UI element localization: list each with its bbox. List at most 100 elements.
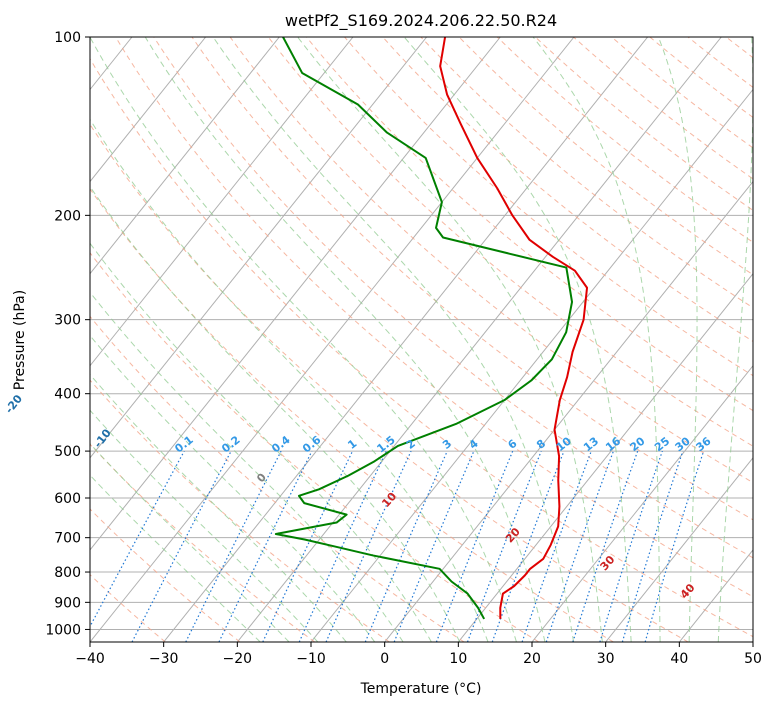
dry-adiabat-line bbox=[90, 315, 465, 642]
mixing-ratio-line bbox=[644, 450, 705, 642]
mixing-ratio-line bbox=[393, 450, 475, 642]
dry-adiabat-line bbox=[90, 57, 753, 638]
dry-adiabat-line bbox=[344, 37, 753, 377]
dry-adiabat-line bbox=[496, 37, 753, 243]
mixing-ratio-label: 4 bbox=[467, 437, 481, 452]
isotherm-line bbox=[457, 272, 753, 642]
moist-adiabat-line bbox=[532, 37, 661, 642]
mixing-ratio-label: 0.4 bbox=[269, 433, 293, 455]
mixing-ratio-line bbox=[364, 450, 448, 642]
dry-adiabat-line bbox=[267, 37, 753, 447]
mixing-ratio-label: 1 bbox=[345, 437, 359, 452]
moist-adiabat-line bbox=[658, 37, 698, 642]
x-tick-label: 30 bbox=[597, 651, 615, 667]
chart-title: wetPf2_S169.2024.206.22.50.R24 bbox=[285, 11, 557, 31]
isotherm-line bbox=[310, 88, 753, 642]
mixing-ratio-line bbox=[90, 450, 185, 628]
isotherm-line bbox=[678, 549, 753, 642]
x-tick-label: 50 bbox=[744, 651, 762, 667]
x-tick-label: −10 bbox=[296, 651, 326, 667]
isotherm-line bbox=[90, 37, 354, 367]
dry-adiabat-line bbox=[90, 379, 390, 642]
isotherm-line bbox=[752, 641, 753, 642]
mixing-ratio-line bbox=[131, 450, 232, 642]
mixing-ratio-line bbox=[325, 450, 412, 642]
mixing-ratio-label: 0.2 bbox=[219, 433, 242, 455]
y-tick-label: 1000 bbox=[45, 622, 81, 638]
dry-adiabat-line bbox=[458, 37, 753, 276]
dry-adiabat-line bbox=[90, 443, 315, 642]
dry-adiabat-line bbox=[535, 37, 753, 211]
x-tick-label: 0 bbox=[380, 651, 389, 667]
dry-adiabat-label: -10 bbox=[91, 426, 114, 450]
temperature-line bbox=[439, 37, 589, 619]
dewpoint-line bbox=[274, 37, 574, 620]
mixing-ratio-label: 8 bbox=[534, 437, 548, 452]
dry-adiabat-line bbox=[420, 37, 753, 309]
x-tick-label: 10 bbox=[449, 651, 467, 667]
dry-adiabat-line bbox=[611, 37, 753, 149]
mixing-ratio-line bbox=[521, 450, 592, 642]
x-axis: −40 −30 −20 −10 0 10 20 30 40 50 bbox=[75, 642, 762, 667]
moist-adiabat-line bbox=[90, 373, 347, 642]
moist-adiabat-label: 40 bbox=[678, 581, 698, 601]
mixing-ratio-line bbox=[572, 450, 639, 642]
plot-frame bbox=[89, 36, 754, 643]
isotherm-line bbox=[90, 37, 501, 551]
y-tick-label: 600 bbox=[54, 491, 81, 507]
dry-adiabat-label: -20 bbox=[3, 392, 26, 416]
isotherm-line bbox=[163, 37, 649, 642]
moist-adiabat-label: 20 bbox=[503, 525, 523, 545]
y-tick-label: 800 bbox=[54, 565, 81, 581]
data-lines bbox=[274, 37, 589, 620]
isotherm-line bbox=[90, 37, 575, 642]
plot-area: 0.10.20.40.611.52346810131620253036-100-… bbox=[0, 36, 754, 643]
moist-adiabat-line bbox=[90, 334, 376, 642]
mixing-ratio-label: 0.1 bbox=[172, 433, 195, 455]
mixing-ratio-label: 1.5 bbox=[374, 433, 397, 455]
y-tick-label: 300 bbox=[54, 313, 81, 329]
mixing-ratio-line bbox=[545, 450, 614, 642]
mixing-ratio-line bbox=[298, 450, 387, 642]
moist-adiabat-line bbox=[90, 291, 404, 642]
mixing-ratio-label: 0.6 bbox=[300, 433, 324, 455]
background-labels: 0.10.20.40.611.52346810131620253036-100-… bbox=[3, 392, 714, 601]
mixing-ratio-line bbox=[218, 450, 313, 642]
x-tick-label: −40 bbox=[75, 651, 105, 667]
dry-adiabat-line bbox=[229, 37, 753, 484]
mixing-ratio-line bbox=[621, 450, 684, 642]
y-tick-label: 900 bbox=[54, 595, 81, 611]
moist-adiabat-line bbox=[297, 37, 603, 642]
moist-adiabat-label: 10 bbox=[379, 490, 399, 510]
mixing-ratio-line bbox=[491, 450, 565, 642]
isotherm-line bbox=[384, 180, 753, 642]
y-tick-label: 100 bbox=[54, 30, 81, 46]
isotherm-line bbox=[605, 457, 753, 642]
x-tick-label: −30 bbox=[149, 651, 179, 667]
y-tick-label: 500 bbox=[54, 444, 81, 460]
y-tick-label: 200 bbox=[54, 208, 81, 224]
dry-adiabat-line bbox=[191, 37, 753, 521]
x-tick-label: 20 bbox=[523, 651, 541, 667]
y-tick-label: 400 bbox=[54, 387, 81, 403]
background-lines bbox=[0, 37, 753, 642]
dry-adiabat-line bbox=[649, 37, 753, 119]
moist-adiabat-line bbox=[90, 242, 432, 642]
dry-adiabat-line bbox=[382, 37, 753, 342]
isotherm-line bbox=[90, 37, 428, 459]
isotherm-line bbox=[0, 37, 58, 642]
dry-adiabat-line bbox=[90, 508, 241, 642]
dry-adiabat-line bbox=[573, 37, 753, 180]
moist-adiabat-line bbox=[144, 37, 546, 642]
dry-adiabat-line bbox=[90, 123, 689, 642]
dry-adiabat-line bbox=[725, 37, 753, 59]
y-axis-label: Pressure (hPa) bbox=[12, 290, 28, 390]
dry-adiabat-line bbox=[153, 37, 753, 559]
moist-adiabat-line bbox=[90, 185, 461, 642]
mixing-ratio-line bbox=[262, 450, 354, 642]
moist-adiabat-line bbox=[212, 37, 575, 642]
moist-adiabat-line bbox=[403, 37, 632, 642]
dry-adiabat-line bbox=[115, 37, 753, 598]
dry-adiabat-line bbox=[687, 37, 753, 88]
